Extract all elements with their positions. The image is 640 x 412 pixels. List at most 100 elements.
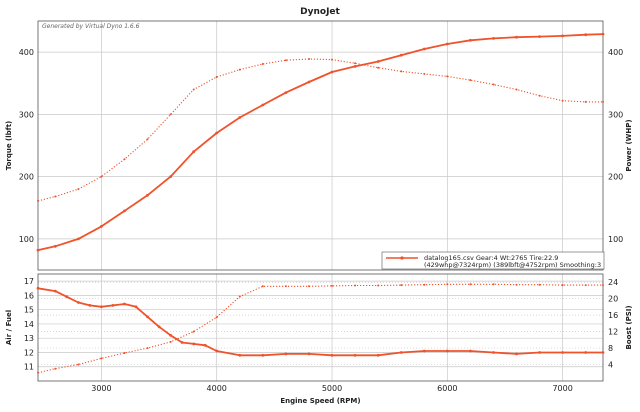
top-series-dotted-point-1: [54, 195, 57, 198]
top-series-dotted-point-19: [469, 79, 472, 82]
top-series-solid-point-0: [36, 248, 40, 252]
top-y-left-label: Torque (lbft): [5, 121, 13, 171]
bottom-series-solid-point-19: [307, 352, 311, 356]
top-series-solid-point-9: [238, 116, 242, 119]
top-series-dotted-point-22: [538, 94, 541, 97]
bottom-series-solid-point-11: [169, 333, 173, 337]
bottom-series-solid-point-10: [157, 325, 161, 329]
bottom-plot-frame: [37, 273, 604, 382]
bottom-series-solid-point-17: [261, 353, 265, 357]
top-series-solid-point-11: [284, 91, 288, 94]
bottom-series-solid-point-4: [88, 304, 92, 307]
top-series-solid-point-7: [192, 150, 196, 154]
top-series-dotted-point-13: [331, 58, 333, 61]
bottom-series-dotted-point-7: [192, 330, 195, 333]
top-y-right-tick-300: 300: [608, 110, 623, 119]
bottom-series-solid-point-23: [399, 351, 403, 354]
top-series-dotted-point-5: [146, 138, 149, 141]
bottom-y-right-tick-24: 24: [608, 278, 618, 287]
bottom-series-dotted-point-25: [602, 284, 604, 287]
bottom-y-right-tick-12: 12: [608, 328, 618, 337]
top-series-dotted-point-12: [308, 58, 310, 60]
bottom-series-dotted-point-14: [354, 284, 357, 287]
top-series-dotted-point-20: [492, 83, 495, 86]
top-series-solid-point-23: [561, 34, 564, 38]
bottom-series-dotted-point-16: [400, 284, 403, 287]
bottom-series-dotted-point-11: [284, 285, 287, 288]
top-series-dotted-point-18: [446, 75, 449, 78]
bottom-series-dotted-point-2: [77, 363, 80, 366]
bottom-series-solid-point-8: [134, 305, 138, 309]
top-y-right-tick-400: 400: [608, 48, 623, 57]
top-series-dotted-point-8: [215, 76, 218, 78]
bottom-series-solid-point-15: [215, 349, 219, 353]
bottom-y-left-tick-14: 14: [24, 320, 34, 329]
bottom-series-solid-point-26: [469, 349, 472, 353]
bottom-y-left-tick-12: 12: [24, 348, 34, 357]
bottom-series-solid-point-27: [492, 351, 495, 354]
bottom-y-right-tick-8: 8: [608, 344, 613, 353]
bottom-series-dotted-point-9: [238, 295, 241, 298]
bottom-series-dotted-point-17: [423, 283, 426, 286]
top-y-right-label: Power (WHP): [625, 119, 633, 171]
bottom-series-solid-point-21: [353, 353, 357, 357]
bottom-series-dotted-point-5: [146, 347, 149, 350]
top-series-solid-point-16: [399, 53, 403, 57]
bottom-series-dotted-point-22: [538, 283, 541, 286]
top-series-dotted-point-3: [100, 175, 103, 178]
bottom-y-left-tick-15: 15: [24, 306, 34, 315]
bottom-series-solid-point-7: [123, 302, 126, 306]
bottom-series-solid-point-29: [538, 351, 541, 354]
top-series-solid-point-12: [307, 80, 311, 84]
bottom-series-solid-point-24: [422, 349, 426, 353]
top-series-dotted-point-11: [284, 59, 287, 62]
bottom-series-dotted-point-4: [123, 352, 126, 354]
bottom-series-solid-point-6: [111, 304, 115, 307]
bottom-series-solid-point-16: [238, 353, 242, 357]
bottom-y-right-label: Boost (PSI): [625, 305, 633, 349]
bottom-y-left-tick-11: 11: [24, 363, 34, 372]
bottom-series-dotted-point-13: [331, 284, 333, 287]
bottom-series-dotted-point-20: [492, 283, 495, 286]
bottom-series-dotted-point-6: [169, 340, 172, 343]
bottom-series-solid-point-13: [192, 342, 196, 346]
top-series-dotted-point-7: [192, 88, 195, 91]
top-series-solid-point-1: [53, 244, 57, 248]
bottom-series-dotted-point-8: [215, 316, 218, 319]
bottom-series-solid-point-2: [65, 295, 69, 299]
top-series-solid-point-8: [215, 131, 219, 135]
top-series-dotted-point-4: [123, 158, 126, 161]
top-series-solid-point-21: [515, 35, 518, 39]
top-series-dotted-point-23: [561, 99, 564, 102]
top-series-dotted-point-15: [377, 66, 380, 69]
bottom-series-solid-point-14: [203, 343, 207, 347]
top-series-solid-point-10: [261, 103, 265, 107]
top-series-dotted-point-9: [238, 68, 241, 71]
legend-box: datalog165.csv Gear:4 Wt:2765 Tire:22.9 …: [381, 251, 605, 270]
bottom-series-solid-point-20: [330, 353, 334, 357]
bottom-series-dotted-line: [37, 283, 603, 374]
bottom-series-dotted-point-15: [377, 284, 380, 287]
x-axis-label: Engine Speed (RPM): [280, 397, 360, 405]
x-tick-label-3000: 3000: [91, 384, 111, 393]
top-series-solid-point-13: [330, 70, 334, 74]
legend-line1: datalog165.csv Gear:4 Wt:2765 Tire:22.9: [424, 254, 558, 262]
bottom-series-dotted-point-12: [308, 285, 310, 288]
top-y-right-tick-100: 100: [608, 235, 623, 244]
top-series-dotted-line: [37, 58, 603, 202]
top-series-solid-point-15: [376, 60, 380, 63]
bottom-series-solid-point-25: [445, 349, 449, 353]
bottom-series-solid-point-0: [36, 286, 40, 290]
bottom-series-solid-point-32: [601, 351, 605, 354]
top-y-left-tick-200: 200: [19, 173, 34, 182]
bottom-y-left-tick-17: 17: [24, 277, 34, 286]
top-series-solid-point-19: [469, 38, 472, 42]
bottom-series-solid-point-31: [584, 351, 588, 354]
bottom-series-solid-point-28: [515, 352, 518, 356]
x-tick-label-6000: 6000: [437, 384, 457, 393]
top-series-dotted-point-0: [37, 199, 39, 202]
top-series-solid-point-5: [146, 193, 149, 197]
top-y-left-tick-400: 400: [19, 48, 34, 57]
top-series-solid-line: [37, 33, 604, 251]
